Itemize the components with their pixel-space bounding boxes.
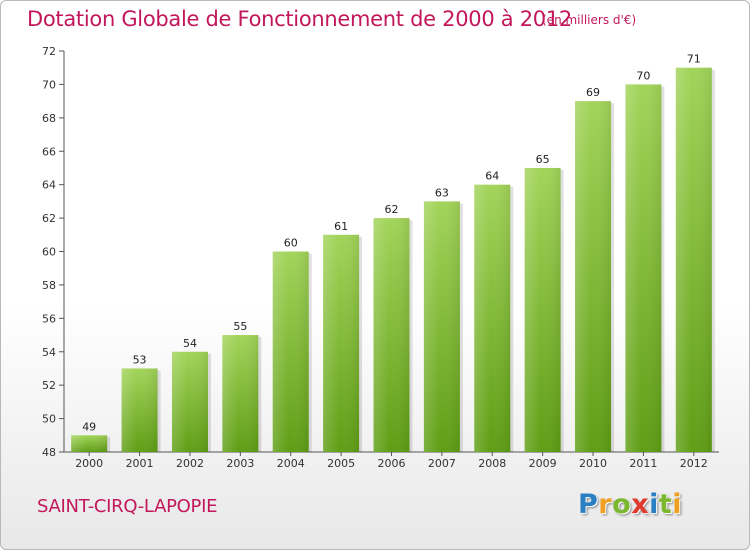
bar-highlight [524, 167, 561, 453]
chart-axes: 48 50 52 54 56 58 60 62 64 66 68 70 72 [42, 45, 719, 459]
value-label: 61 [334, 220, 348, 233]
logo-letter: x [631, 489, 650, 520]
x-tick-label: 2008 [478, 457, 506, 470]
logo-letter: i [649, 489, 659, 520]
value-label: 69 [586, 86, 600, 99]
x-tick-label: 2004 [277, 457, 305, 470]
bar-highlight [222, 335, 259, 452]
chart-bars [71, 67, 715, 453]
bar-highlight [575, 101, 612, 452]
value-label: 71 [687, 53, 701, 66]
x-tick-label: 2007 [428, 457, 456, 470]
y-tick-label: 68 [42, 112, 56, 125]
x-tick-label: 2012 [680, 457, 708, 470]
y-tick-label: 64 [42, 179, 56, 192]
value-label: 70 [636, 69, 650, 82]
logo-letter: i [672, 489, 683, 520]
x-tick-label: 2000 [75, 457, 103, 470]
y-tick-label: 66 [42, 145, 56, 158]
y-tick-label: 48 [42, 446, 56, 459]
bar-highlight [272, 251, 309, 452]
bar-highlight [71, 435, 108, 452]
x-tick-label: 2002 [176, 457, 204, 470]
y-tick-label: 50 [42, 413, 56, 426]
y-tick-label: 54 [42, 346, 56, 359]
x-tick-label: 2003 [226, 457, 254, 470]
value-label: 49 [82, 420, 96, 433]
y-tick-label: 56 [42, 312, 56, 325]
commune-name: SAINT-CIRQ-LAPOPIE [37, 496, 218, 517]
x-tick-label: 2009 [529, 457, 557, 470]
x-tick-label: 2005 [327, 457, 355, 470]
chart-labels: 2000 49 2001 53 2002 54 2003 55 2004 60 2005 61 2006… [75, 53, 708, 470]
bar-highlight [474, 184, 511, 452]
y-tick-label: 58 [42, 279, 56, 292]
logo-letter: r [598, 489, 613, 520]
bar-highlight [171, 351, 208, 452]
y-tick-label: 62 [42, 212, 56, 225]
chart-title: Dotation Globale de Fonctionnement de 20… [27, 7, 572, 31]
x-tick-label: 2010 [579, 457, 607, 470]
value-label: 65 [536, 153, 550, 166]
value-label: 53 [133, 353, 147, 366]
logo-letter: P [578, 489, 599, 520]
y-tick-label: 60 [42, 246, 56, 259]
x-tick-label: 2006 [378, 457, 406, 470]
y-tick-label: 52 [42, 379, 56, 392]
value-label: 64 [485, 170, 499, 183]
value-label: 63 [435, 186, 449, 199]
bar-highlight [625, 84, 662, 453]
bar-highlight [323, 234, 360, 452]
bar-highlight [423, 201, 460, 452]
bar-highlight [121, 368, 158, 452]
value-label: 55 [233, 320, 247, 333]
logo-letter: t [658, 489, 673, 520]
logo-letter: o [612, 489, 632, 520]
x-tick-label: 2001 [126, 457, 154, 470]
proxiti-logo: Proxiti [578, 489, 682, 520]
x-tick-label: 2011 [629, 457, 657, 470]
value-label: 60 [284, 237, 298, 250]
value-label: 62 [385, 203, 399, 216]
chart-subtitle: (en milliers d'€) [542, 13, 637, 27]
bar-highlight [373, 218, 410, 452]
y-tick-label: 70 [42, 78, 56, 91]
y-tick-label: 72 [42, 45, 56, 58]
value-label: 54 [183, 337, 197, 350]
bar-highlight [675, 67, 712, 452]
